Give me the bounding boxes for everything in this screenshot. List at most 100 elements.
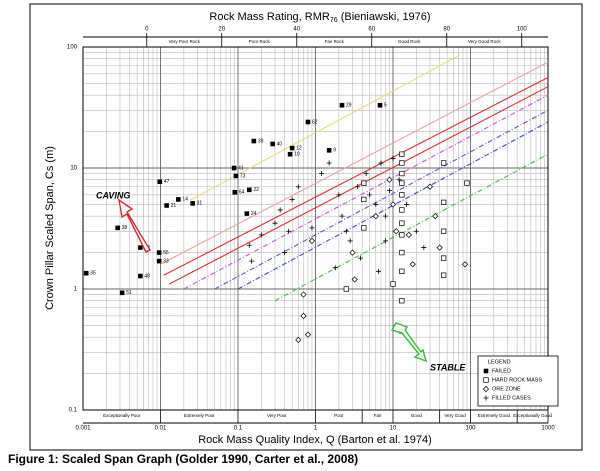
marker-failed <box>339 102 345 108</box>
point-label: 35 <box>90 271 96 277</box>
point-label: 39 <box>258 138 264 144</box>
point-label: 31 <box>197 201 203 207</box>
marker-filled-case <box>272 220 278 226</box>
marker-hard-rock <box>399 249 405 256</box>
marker-hard-rock <box>399 192 405 198</box>
marker-hard-rock <box>399 160 405 166</box>
marker-failed <box>305 119 311 125</box>
x-tick-label: 0.01 <box>155 426 167 432</box>
marker-failed <box>287 151 293 157</box>
marker-ore-zone <box>304 331 312 338</box>
point-label: 48 <box>144 273 150 279</box>
caving-arrow <box>118 198 151 253</box>
marker-filled-case <box>336 192 342 198</box>
marker-hard-rock <box>399 170 405 177</box>
marker-ore-zone <box>389 201 397 208</box>
marker-filled-case <box>343 228 349 234</box>
marker-filled-case <box>421 245 427 251</box>
top-axis-title-part: Rock Mass Rating, RMR <box>209 11 329 23</box>
point-label: 33 <box>163 258 169 264</box>
point-label: 55 <box>163 250 169 256</box>
reference-line <box>274 153 549 302</box>
legend-title: LEGEND <box>488 359 511 365</box>
marker-failed <box>326 148 332 153</box>
marker-filled-case <box>382 238 388 244</box>
q-class: Exceptionally Poor <box>103 413 141 418</box>
top-axis-title-part: (Bieniawski, 1976) <box>338 11 431 23</box>
reference-line <box>160 61 549 265</box>
x-tick-label: 10 <box>390 426 397 432</box>
x-tick-label: 1000 <box>541 426 555 432</box>
point-label: 10 <box>294 152 300 158</box>
q-class: Fair <box>374 413 382 418</box>
annotation: STABLE <box>430 362 466 372</box>
annotation: CAVING <box>96 190 130 200</box>
marker-filled-case <box>373 201 379 207</box>
marker-failed <box>156 258 162 264</box>
marker-failed <box>377 102 383 108</box>
marker-failed <box>244 211 250 216</box>
marker-ore-zone <box>426 183 434 190</box>
y-axis-title: Crown Pillar Scaled Span, Cs (m) <box>44 146 56 310</box>
rmr-class: Very Poor Rock <box>169 39 201 44</box>
marker-failed <box>176 197 181 202</box>
marker-failed <box>251 138 257 144</box>
reference-line <box>169 86 549 285</box>
point-label: 41 <box>238 165 244 171</box>
top-tick-label: 40 <box>293 27 300 33</box>
marker-filled-case <box>339 213 345 219</box>
marker-hard-rock <box>361 225 367 231</box>
marker-filled-case <box>367 192 373 198</box>
top-tick-label: 0 <box>145 27 149 33</box>
marker-hard-rock <box>361 196 367 203</box>
q-class: Exceptionally Good <box>513 413 552 418</box>
reference-line <box>183 94 549 290</box>
marker-failed <box>115 225 120 231</box>
marker-filled-case <box>347 238 353 244</box>
point-label: 24 <box>251 211 257 217</box>
marker-filled-case <box>376 268 382 274</box>
y-tick-label: 0.1 <box>69 408 78 414</box>
rmr-class: Good Rock <box>398 39 421 44</box>
marker-ore-zone <box>436 244 443 251</box>
marker-filled-case <box>386 188 392 194</box>
q-class: Extremely Poor <box>184 413 215 418</box>
marker-failed <box>232 189 238 195</box>
point-label: 14 <box>182 197 188 203</box>
point-label: 40 <box>277 141 283 147</box>
marker-failed <box>247 187 252 193</box>
q-class: Extremely Good <box>478 413 511 418</box>
point-label: 12 <box>296 145 302 151</box>
marker-ore-zone <box>308 237 316 244</box>
marker-failed <box>138 273 143 279</box>
x-tick-label: 100 <box>465 426 476 432</box>
q-class: Very Poor <box>267 413 287 418</box>
marker-failed <box>156 250 162 255</box>
top-tick-label: 60 <box>368 27 375 33</box>
marker-hard-rock <box>399 180 405 186</box>
legend-label: FAILED <box>492 368 511 374</box>
marker-hard-rock <box>440 255 447 261</box>
y-tick-label: 10 <box>70 166 77 172</box>
rmr-class: Fair Rock <box>325 39 345 44</box>
marker-ore-zone <box>300 312 307 319</box>
marker-failed <box>83 270 89 276</box>
marker-filled-case <box>390 155 396 161</box>
marker-filled-case <box>404 201 410 207</box>
marker-hard-rock <box>440 199 447 206</box>
q-class: Poor <box>334 413 344 418</box>
legend-label: FILLED CASES <box>492 395 531 401</box>
rmr-class: Poor Rock <box>249 39 271 44</box>
marker-failed <box>138 245 143 250</box>
marker-failed <box>190 201 195 206</box>
top-axis-title: Rock Mass Rating, RMR76 (Bieniawski, 197… <box>209 11 430 24</box>
marker-hard-rock <box>440 160 447 166</box>
legend-label: ORE ZONE <box>492 386 521 392</box>
marker-hard-rock <box>399 151 405 157</box>
marker-filled-case <box>483 395 489 401</box>
x-tick-label: 0.1 <box>234 426 243 432</box>
frame <box>29 3 583 451</box>
point-label: 9 <box>333 148 336 154</box>
marker-hard-rock <box>464 180 470 186</box>
